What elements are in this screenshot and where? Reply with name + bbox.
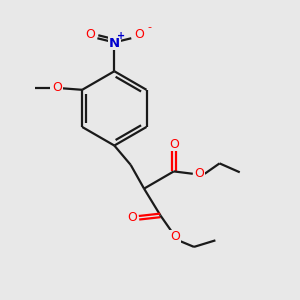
Text: O: O: [52, 81, 62, 94]
Text: O: O: [134, 28, 144, 40]
Text: +: +: [117, 31, 125, 40]
Text: O: O: [170, 230, 180, 243]
Text: O: O: [128, 211, 137, 224]
Text: O: O: [169, 138, 179, 151]
Text: N: N: [109, 37, 120, 50]
Text: O: O: [194, 167, 204, 180]
Text: -: -: [147, 22, 151, 32]
Text: O: O: [85, 28, 95, 41]
